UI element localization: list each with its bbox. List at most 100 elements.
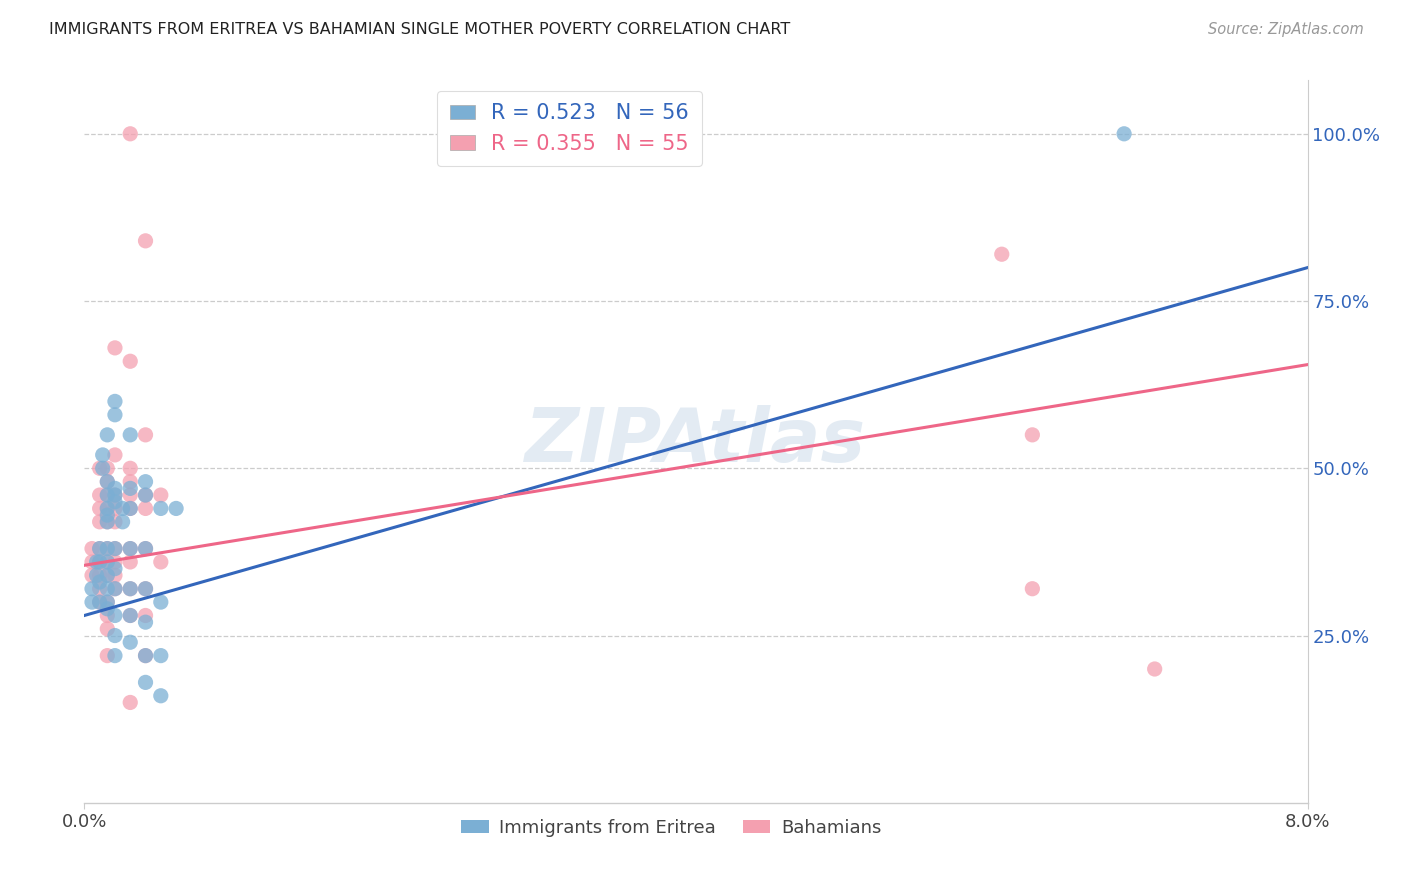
Point bbox=[135, 541, 157, 556]
Point bbox=[96, 595, 118, 609]
Point bbox=[96, 515, 118, 529]
Point bbox=[135, 582, 157, 596]
Point bbox=[104, 488, 127, 502]
Point bbox=[104, 628, 127, 642]
Point bbox=[104, 341, 127, 355]
Point bbox=[96, 515, 118, 529]
Point bbox=[96, 555, 118, 569]
Point bbox=[104, 408, 127, 422]
Point bbox=[89, 595, 111, 609]
Point bbox=[89, 568, 111, 582]
Point bbox=[89, 515, 111, 529]
Point bbox=[89, 541, 111, 556]
Point bbox=[120, 555, 142, 569]
Point bbox=[96, 508, 118, 523]
Point bbox=[149, 501, 172, 516]
Point bbox=[120, 541, 142, 556]
Point bbox=[120, 501, 142, 516]
Point bbox=[135, 675, 157, 690]
Point bbox=[120, 541, 142, 556]
Point bbox=[135, 541, 157, 556]
Point bbox=[80, 541, 103, 556]
Point bbox=[104, 608, 127, 623]
Point bbox=[89, 461, 111, 475]
Point bbox=[149, 555, 172, 569]
Point bbox=[104, 648, 127, 663]
Point bbox=[104, 448, 127, 462]
Point bbox=[96, 541, 118, 556]
Point bbox=[86, 555, 108, 569]
Text: ZIPAtlas: ZIPAtlas bbox=[526, 405, 866, 478]
Point bbox=[120, 582, 142, 596]
Point bbox=[89, 582, 111, 596]
Point bbox=[120, 427, 142, 442]
Point bbox=[96, 501, 118, 516]
Point bbox=[91, 448, 114, 462]
Point bbox=[89, 555, 111, 569]
Point bbox=[120, 696, 142, 710]
Point bbox=[135, 608, 157, 623]
Point bbox=[89, 555, 111, 569]
Text: IMMIGRANTS FROM ERITREA VS BAHAMIAN SINGLE MOTHER POVERTY CORRELATION CHART: IMMIGRANTS FROM ERITREA VS BAHAMIAN SING… bbox=[49, 22, 790, 37]
Point bbox=[80, 582, 103, 596]
Point bbox=[120, 127, 142, 141]
Point bbox=[89, 575, 111, 590]
Point bbox=[96, 568, 118, 582]
Point bbox=[120, 608, 142, 623]
Point bbox=[120, 461, 142, 475]
Text: Source: ZipAtlas.com: Source: ZipAtlas.com bbox=[1208, 22, 1364, 37]
Point bbox=[104, 582, 127, 596]
Point bbox=[135, 582, 157, 596]
Point bbox=[96, 622, 118, 636]
Point bbox=[96, 602, 118, 616]
Point bbox=[89, 595, 111, 609]
Point bbox=[104, 501, 127, 516]
Point bbox=[135, 615, 157, 630]
Point bbox=[120, 354, 142, 368]
Point bbox=[120, 635, 142, 649]
Point bbox=[120, 475, 142, 489]
Point bbox=[96, 555, 118, 569]
Point bbox=[96, 475, 118, 489]
Point bbox=[96, 541, 118, 556]
Point bbox=[96, 608, 118, 623]
Point bbox=[91, 461, 114, 475]
Point bbox=[96, 648, 118, 663]
Point bbox=[991, 247, 1014, 261]
Point bbox=[89, 501, 111, 516]
Point bbox=[135, 648, 157, 663]
Point bbox=[135, 234, 157, 248]
Point bbox=[104, 515, 127, 529]
Point bbox=[1021, 582, 1043, 596]
Point bbox=[80, 568, 103, 582]
Legend: Immigrants from Eritrea, Bahamians: Immigrants from Eritrea, Bahamians bbox=[454, 812, 889, 845]
Point bbox=[120, 582, 142, 596]
Point bbox=[96, 427, 118, 442]
Point bbox=[149, 488, 172, 502]
Point bbox=[149, 648, 172, 663]
Point bbox=[120, 501, 142, 516]
Point bbox=[86, 568, 108, 582]
Point bbox=[96, 461, 118, 475]
Point bbox=[104, 394, 127, 409]
Point bbox=[120, 608, 142, 623]
Point bbox=[80, 555, 103, 569]
Point bbox=[89, 541, 111, 556]
Point bbox=[135, 475, 157, 489]
Point bbox=[104, 541, 127, 556]
Point bbox=[1143, 662, 1166, 676]
Point bbox=[135, 648, 157, 663]
Point bbox=[104, 582, 127, 596]
Point bbox=[111, 515, 134, 529]
Point bbox=[96, 501, 118, 516]
Point bbox=[96, 488, 118, 502]
Point bbox=[104, 555, 127, 569]
Point bbox=[96, 595, 118, 609]
Point bbox=[135, 488, 157, 502]
Point bbox=[104, 488, 127, 502]
Point bbox=[135, 501, 157, 516]
Point bbox=[96, 582, 118, 596]
Point bbox=[104, 482, 127, 496]
Point bbox=[135, 488, 157, 502]
Point bbox=[96, 568, 118, 582]
